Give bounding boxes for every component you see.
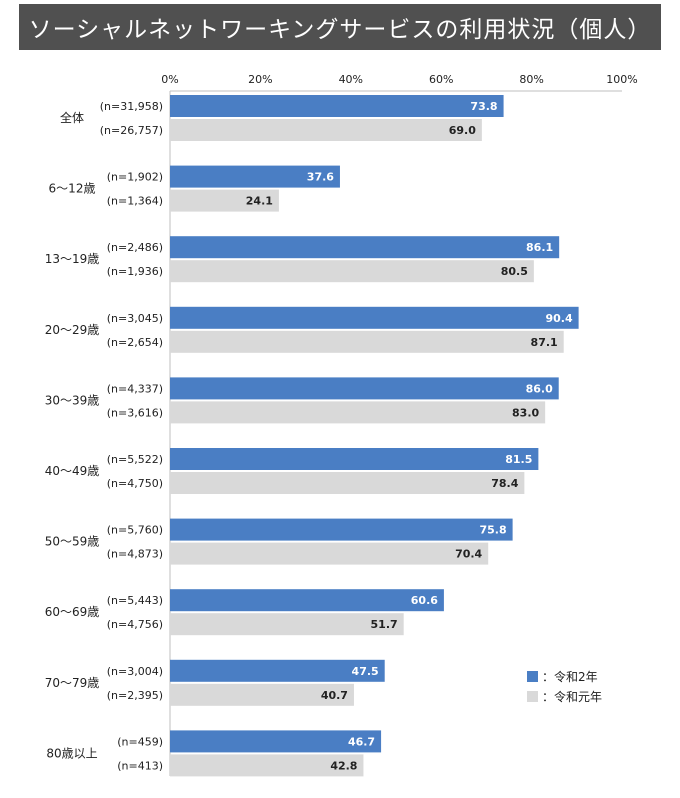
x-tick-label: 100%	[606, 73, 637, 86]
bar	[170, 119, 482, 141]
bar	[170, 377, 559, 400]
x-tick-label: 80%	[519, 73, 543, 86]
legend-item-series2: ：令和元年	[527, 686, 602, 706]
sample-size-label: (n=4,756)	[107, 618, 163, 631]
bar	[170, 448, 539, 470]
data-label: 81.5	[505, 453, 532, 466]
data-label: 78.4	[491, 477, 518, 490]
data-label: 60.6	[411, 594, 438, 607]
bar	[170, 236, 560, 259]
x-tick-label: 20%	[248, 73, 272, 86]
bar	[170, 401, 546, 424]
bar	[170, 95, 504, 117]
category-label: 20～29歳	[45, 323, 100, 337]
category-label: 40～49歳	[45, 464, 100, 478]
data-label: 69.0	[449, 124, 476, 137]
sample-size-label: (n=4,873)	[107, 548, 163, 561]
data-label: 75.8	[479, 524, 506, 537]
data-label: 80.5	[501, 265, 528, 278]
legend-label-series2: ：令和元年	[542, 689, 603, 704]
data-label: 87.1	[531, 336, 558, 349]
data-label: 83.0	[512, 406, 539, 419]
legend-item-series1: ：令和2年	[527, 666, 602, 686]
data-label: 86.0	[526, 382, 553, 395]
bar	[170, 518, 513, 541]
sample-size-label: (n=1,902)	[107, 171, 163, 184]
legend: ：令和2年 ：令和元年	[527, 666, 602, 706]
bar	[170, 730, 382, 753]
title-bar: ソーシャルネットワーキングサービスの利用状況（個人）	[19, 4, 661, 50]
bar	[170, 542, 489, 565]
category-label: 50～59歳	[45, 535, 100, 549]
data-label: 70.4	[455, 548, 482, 561]
sample-size-label: (n=5,443)	[107, 594, 163, 607]
category-label: 30～39歳	[45, 393, 100, 407]
sample-size-label: (n=4,337)	[107, 382, 163, 395]
x-tick-label: 0%	[161, 73, 178, 86]
sample-size-label: (n=459)	[117, 735, 163, 748]
sample-size-label: (n=413)	[117, 759, 163, 772]
bar	[170, 306, 579, 329]
chart-title: ソーシャルネットワーキングサービスの利用状況（個人）	[28, 17, 652, 43]
legend-swatch-series1	[527, 670, 538, 682]
bar	[170, 589, 444, 612]
sample-size-label: (n=31,958)	[100, 100, 163, 113]
category-label: 80歳以上	[46, 746, 97, 760]
sample-size-label: (n=4,750)	[107, 477, 163, 490]
sample-size-label: (n=2,654)	[107, 336, 163, 349]
x-tick-label: 40%	[339, 73, 363, 86]
data-label: 47.5	[352, 665, 379, 678]
category-label: 60～69歳	[45, 605, 100, 619]
data-label: 46.7	[348, 735, 375, 748]
sample-size-label: (n=2,486)	[107, 241, 163, 254]
data-label: 51.7	[371, 618, 398, 631]
data-label: 42.8	[330, 759, 357, 772]
category-label: 70～79歳	[45, 676, 100, 690]
data-label: 40.7	[321, 689, 348, 702]
sample-size-label: (n=5,522)	[107, 453, 163, 466]
bar	[170, 613, 404, 636]
data-label: 90.4	[545, 312, 572, 325]
legend-swatch-series2	[527, 690, 538, 702]
bar	[170, 659, 385, 682]
bar	[170, 683, 354, 706]
sample-size-label: (n=26,757)	[100, 124, 163, 137]
bar	[170, 165, 340, 188]
category-label: 全体	[60, 110, 84, 125]
x-tick-label: 60%	[429, 73, 453, 86]
data-label: 24.1	[246, 195, 273, 208]
bar	[170, 260, 534, 283]
data-label: 37.6	[307, 171, 334, 184]
sample-size-label: (n=1,364)	[107, 195, 163, 208]
bar	[170, 189, 279, 212]
sample-size-label: (n=3,004)	[107, 665, 163, 678]
category-label: 6～12歳	[49, 182, 96, 196]
sample-size-label: (n=3,616)	[107, 406, 163, 419]
bar	[170, 754, 364, 777]
data-label: 73.8	[470, 100, 497, 113]
sample-size-label: (n=1,936)	[107, 265, 163, 278]
bar	[170, 472, 525, 494]
data-label: 86.1	[526, 241, 553, 254]
category-label: 13～19歳	[45, 252, 100, 266]
sample-size-label: (n=5,760)	[107, 524, 163, 537]
sample-size-label: (n=3,045)	[107, 312, 163, 325]
legend-label-series1: ：令和2年	[542, 669, 598, 684]
bar	[170, 330, 564, 353]
sample-size-label: (n=2,395)	[107, 689, 163, 702]
